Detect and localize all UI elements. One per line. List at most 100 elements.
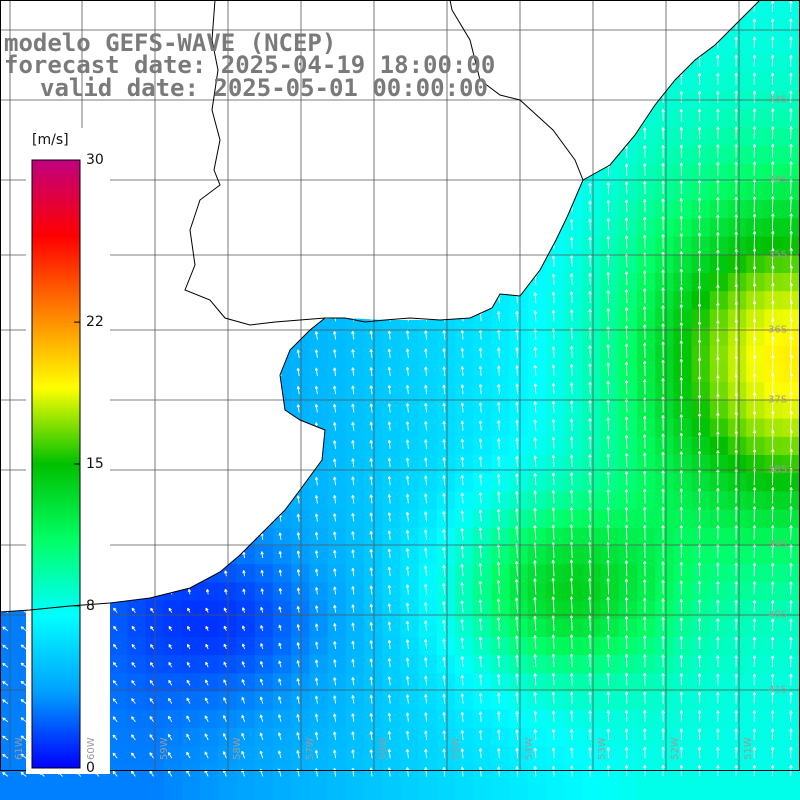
wind-arrow <box>661 216 665 231</box>
wind-arrow <box>260 204 264 213</box>
wind-arrow <box>151 551 155 559</box>
wind-arrow <box>551 691 556 704</box>
speed-cell <box>491 728 511 747</box>
wind-arrow <box>130 770 136 777</box>
wind-arrow <box>223 332 228 340</box>
wind-arrow <box>333 167 337 176</box>
wind-arrow <box>661 287 665 304</box>
wind-arrow <box>351 239 355 249</box>
wind-arrow <box>187 514 191 522</box>
wind-arrow <box>606 145 610 158</box>
speed-cell <box>473 473 492 492</box>
wind-arrow <box>223 204 228 213</box>
wind-arrow <box>752 36 757 49</box>
wind-arrow <box>642 379 647 395</box>
wind-arrow <box>242 22 246 31</box>
wind-arrow <box>241 661 246 668</box>
speed-cell <box>273 637 292 656</box>
wind-arrow <box>333 476 337 486</box>
wind-arrow <box>588 471 592 486</box>
speed-cell <box>382 382 401 401</box>
wind-arrow <box>223 295 228 304</box>
wind-arrow <box>151 259 155 267</box>
wind-arrow <box>478 599 482 613</box>
speed-cell <box>491 709 511 729</box>
wind-arrow <box>314 385 319 395</box>
speed-cell <box>673 509 693 529</box>
wind-arrow <box>588 506 592 522</box>
speed-cell <box>455 746 474 765</box>
wind-vectors <box>2 0 794 777</box>
wind-arrow <box>296 149 300 158</box>
wind-arrow <box>260 222 264 231</box>
wind-arrow <box>716 487 720 504</box>
wind-arrow <box>151 205 155 213</box>
speed-cell <box>564 254 583 274</box>
speed-cell <box>509 527 529 547</box>
speed-cell <box>509 309 529 329</box>
speed-cell <box>637 637 656 656</box>
wind-arrow <box>242 168 246 176</box>
speed-cell <box>491 364 511 383</box>
wind-arrow <box>20 771 27 777</box>
wind-arrow <box>588 55 592 67</box>
wind-arrow <box>533 19 537 31</box>
speed-cell <box>546 527 565 547</box>
speed-cell <box>764 564 784 583</box>
speed-cell <box>655 327 674 347</box>
speed-cell <box>455 327 474 347</box>
wind-arrow <box>369 21 373 31</box>
speed-cell <box>728 382 747 401</box>
wind-arrow <box>387 712 392 722</box>
wind-arrow <box>151 168 155 176</box>
wind-arrow <box>112 734 118 741</box>
wind-arrow <box>187 4 191 13</box>
longitude-label: 60W <box>86 737 97 760</box>
wind-arrow <box>205 423 209 431</box>
wind-arrow <box>515 401 519 413</box>
speed-cell <box>618 382 638 401</box>
speed-cell <box>746 163 765 183</box>
speed-cell <box>582 546 602 565</box>
speed-cell <box>746 691 765 711</box>
speed-cell <box>691 546 711 565</box>
speed-cell <box>455 345 474 365</box>
speed-cell <box>691 182 711 201</box>
wind-arrow <box>241 679 246 686</box>
wind-arrow <box>606 471 610 486</box>
wind-arrow <box>5 478 9 486</box>
wind-arrow <box>496 508 501 522</box>
speed-cell <box>509 655 529 674</box>
speed-cell <box>182 618 201 638</box>
wind-arrow <box>643 91 647 104</box>
wind-arrow <box>205 259 209 267</box>
speed-cell <box>709 782 729 800</box>
wind-arrow <box>679 469 684 486</box>
speed-cell <box>455 455 474 474</box>
wind-arrow <box>515 455 519 468</box>
wind-arrow <box>205 405 209 413</box>
speed-cell <box>109 728 128 747</box>
wind-arrow <box>588 524 592 540</box>
wind-arrow <box>606 127 610 140</box>
wind-arrow <box>570 92 574 104</box>
speed-cell <box>364 455 383 474</box>
speed-cell <box>728 109 747 128</box>
wind-arrow <box>533 255 537 267</box>
speed-cell <box>509 436 529 456</box>
speed-cell <box>163 728 183 747</box>
wind-arrow <box>697 250 702 267</box>
wind-arrow <box>770 72 775 85</box>
speed-cell <box>400 509 420 529</box>
wind-arrow <box>643 470 647 486</box>
wind-arrow <box>533 615 537 631</box>
speed-cell <box>764 418 784 438</box>
speed-cell <box>655 364 674 383</box>
wind-arrow <box>405 621 410 631</box>
wind-arrow <box>697 450 702 467</box>
wind-arrow <box>789 581 793 595</box>
speed-cell <box>546 364 565 383</box>
wind-arrow <box>387 494 392 504</box>
wind-arrow <box>113 607 118 613</box>
wind-arrow <box>387 330 392 340</box>
